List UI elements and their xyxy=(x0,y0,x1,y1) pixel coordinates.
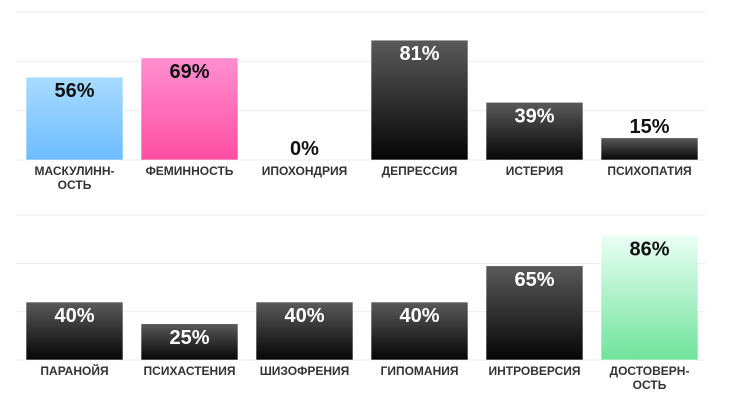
value-label: 86% xyxy=(629,238,669,260)
category-label: ПСИХОПАТИЯ xyxy=(607,164,692,178)
bar xyxy=(485,265,584,361)
bar xyxy=(600,137,699,161)
value-label: 40% xyxy=(399,305,439,327)
value-label: 69% xyxy=(169,61,209,83)
category-label: ДОСТОВЕРН-ОСТЬ xyxy=(609,364,690,392)
bar xyxy=(485,101,584,161)
category-label: МАСКУЛИНН-ОСТЬ xyxy=(34,164,115,192)
value-label: 56% xyxy=(54,80,94,102)
bar xyxy=(370,301,469,361)
value-label: 15% xyxy=(629,116,669,138)
category-label: ИПОХОНДРИЯ xyxy=(261,164,348,178)
bar xyxy=(140,323,239,361)
bar xyxy=(600,235,699,361)
value-label: 40% xyxy=(54,305,94,327)
bar xyxy=(25,301,124,361)
category-label: ГИПОМАНИЯ xyxy=(380,364,459,378)
category-label: ПСИХАСТЕНИЯ xyxy=(143,364,236,378)
category-label: ФЕМИННОСТЬ xyxy=(145,164,234,178)
value-label: 81% xyxy=(399,43,439,65)
category-label: ДЕПРЕССИЯ xyxy=(381,164,458,178)
bar xyxy=(255,301,354,361)
value-label: 39% xyxy=(514,105,554,127)
bar xyxy=(370,39,469,161)
category-label: ШИЗОФРЕНИЯ xyxy=(259,364,350,378)
bar xyxy=(25,76,124,161)
value-label: 40% xyxy=(284,305,324,327)
category-label: ПАРАНОЙЯ xyxy=(40,364,109,378)
value-label: 65% xyxy=(514,269,554,291)
value-label: 25% xyxy=(169,327,209,349)
bar xyxy=(140,57,239,161)
category-label: ИНТРОВЕРСИЯ xyxy=(488,364,581,378)
value-label: 0% xyxy=(290,138,319,160)
category-label: ИСТЕРИЯ xyxy=(505,164,564,178)
